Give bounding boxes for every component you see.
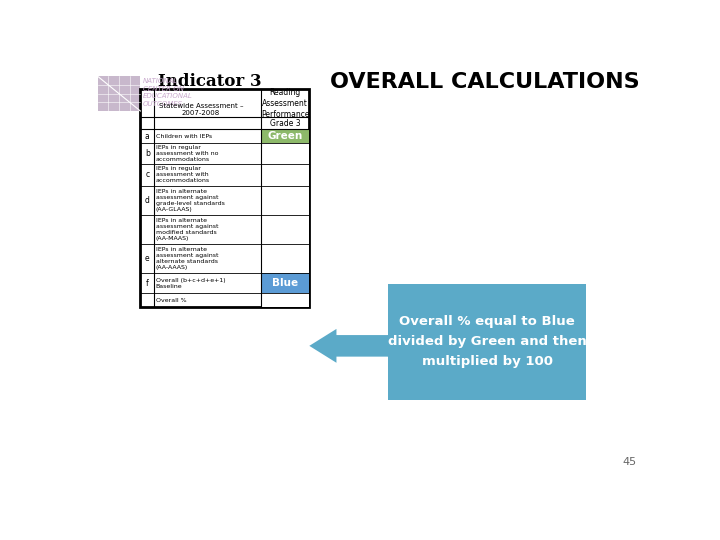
Text: Overall % equal to Blue
divided by Green and then
multiplied by 100: Overall % equal to Blue divided by Green…: [388, 315, 587, 368]
Text: IEPs in alternate
assessment against
alternate standards
(AA-AAAS): IEPs in alternate assessment against alt…: [156, 247, 218, 271]
Text: IEPs in alternate
assessment against
grade-level standards
(AA-GLAAS): IEPs in alternate assessment against gra…: [156, 189, 225, 212]
Polygon shape: [310, 329, 469, 363]
Bar: [261, 164, 310, 186]
Text: f: f: [146, 279, 149, 288]
Text: Grade 3: Grade 3: [270, 119, 301, 128]
Text: NATIONAL
CENTER ON
EDUCATIONAL
OUTCOMES: NATIONAL CENTER ON EDUCATIONAL OUTCOMES: [143, 78, 192, 107]
Text: Indicator 3: Indicator 3: [158, 72, 262, 90]
Text: Overall %: Overall %: [156, 298, 186, 302]
Text: 45: 45: [622, 457, 636, 467]
Bar: [98, 76, 140, 111]
Polygon shape: [373, 335, 388, 356]
Text: Statewide Assessment –
2007-2008: Statewide Assessment – 2007-2008: [158, 103, 243, 116]
Text: OVERALL CALCULATIONS: OVERALL CALCULATIONS: [330, 72, 640, 92]
Bar: [261, 244, 310, 273]
Bar: [140, 90, 310, 307]
Bar: [261, 143, 310, 164]
Bar: [388, 284, 586, 400]
Text: IEPs in regular
assessment with
accommodations: IEPs in regular assessment with accommod…: [156, 166, 210, 184]
Text: Children with IEPs: Children with IEPs: [156, 133, 212, 139]
Text: Green: Green: [268, 131, 303, 141]
Text: Overall (b+c+d+e+1)
Baseline: Overall (b+c+d+e+1) Baseline: [156, 278, 225, 289]
Bar: [261, 293, 310, 307]
Text: Blue: Blue: [272, 279, 298, 288]
Bar: [261, 215, 310, 244]
Text: IEPs in alternate
assessment against
modified standards
(AA-MAAS): IEPs in alternate assessment against mod…: [156, 218, 218, 241]
Text: d: d: [145, 196, 150, 205]
Text: e: e: [145, 254, 150, 264]
Text: c: c: [145, 171, 150, 179]
Bar: [261, 186, 310, 215]
Text: IEPs in regular
assessment with no
accommodations: IEPs in regular assessment with no accom…: [156, 145, 218, 162]
Text: a: a: [145, 132, 150, 140]
Bar: [261, 273, 310, 294]
Text: Reading
Assessment
Performance: Reading Assessment Performance: [261, 87, 310, 119]
Bar: [261, 130, 310, 143]
Text: b: b: [145, 149, 150, 158]
